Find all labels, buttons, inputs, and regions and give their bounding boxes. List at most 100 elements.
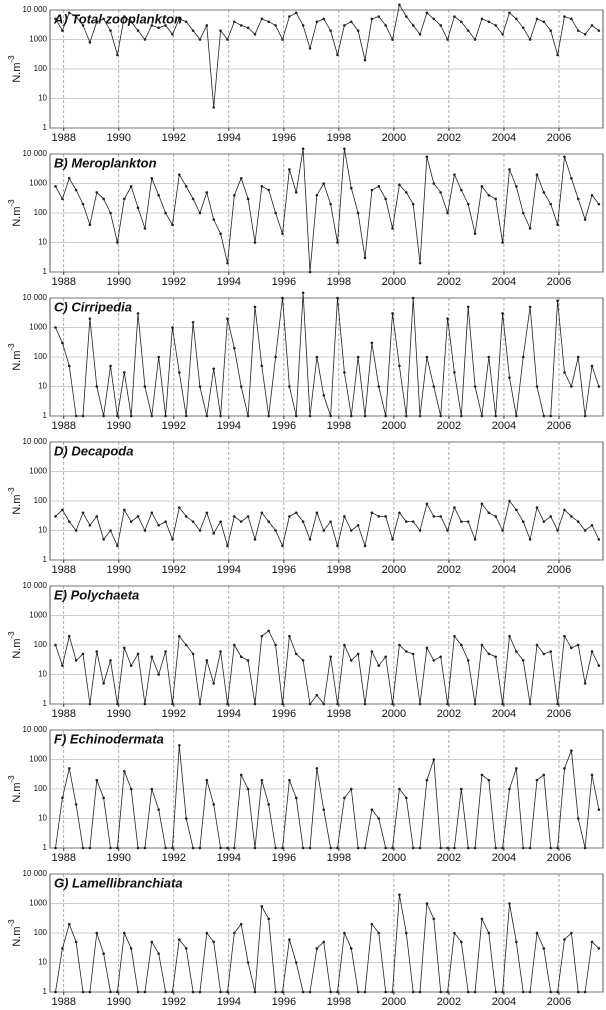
data-point [274,990,277,994]
data-point [556,223,559,227]
data-point [315,511,319,515]
data-point [487,20,491,24]
data-point [425,11,429,15]
data-point [308,846,312,850]
data-point [439,990,442,994]
data-point [274,211,277,215]
data-point [460,787,463,791]
data-point [466,29,470,32]
data-point [501,846,504,850]
data-point [136,846,140,850]
data-point [74,529,78,532]
data-point [198,990,202,994]
data-point [411,202,415,206]
data-point [191,321,195,324]
x-tick-label: 1990 [107,852,131,864]
x-tick-label: 1994 [217,852,241,864]
x-tick-label: 1996 [272,564,296,576]
data-point [535,506,539,509]
y-axis-label: N.m-3 [7,631,23,659]
series-line [55,292,600,417]
x-tick-label: 1996 [272,852,296,864]
x-tick-label: 2004 [492,564,516,576]
x-tick-label: 2000 [382,276,406,288]
data-point [301,24,305,27]
x-tick-label: 2004 [492,276,516,288]
data-point [122,646,126,650]
data-point [226,544,229,548]
data-point [535,778,539,782]
data-point [102,538,105,541]
data-point [398,643,401,647]
data-point [109,211,112,215]
data-point [583,218,587,221]
data-point [109,529,112,532]
y-tick-label: 1000 [29,755,47,764]
data-point [67,767,71,770]
data-point [487,931,491,935]
data-point [322,182,326,185]
data-point [391,702,394,706]
data-point [239,24,243,27]
y-axis-label-sup: -3 [7,919,16,927]
data-point [363,846,367,850]
data-point [184,643,188,647]
data-point [494,990,498,994]
data-point [212,803,215,806]
panel-title: A) Total zooplankton [53,11,182,26]
data-point [597,947,601,950]
x-tick-label: 2002 [437,420,461,432]
data-point [576,990,580,994]
data-point [61,29,64,32]
data-point [570,515,573,518]
data-point [370,511,374,515]
data-point [411,652,415,656]
data-point [343,931,346,935]
y-axis-label: N.m-3 [7,919,23,947]
data-point [67,11,71,15]
data-point [521,520,525,523]
data-point [570,385,573,388]
data-point [171,538,174,541]
data-point [246,414,250,418]
data-point [453,846,456,850]
data-point [61,508,64,512]
y-tick-label: 10 000 [23,293,48,302]
y-tick-label: 1 [43,987,48,996]
data-point [164,211,167,215]
data-point [88,524,92,527]
data-point [246,515,250,518]
data-point [549,29,553,32]
data-point [191,197,195,201]
data-point [184,515,188,518]
data-point [432,17,436,21]
y-axis-label-sup: -3 [7,343,16,351]
data-point [102,952,105,955]
data-point [377,185,381,188]
y-tick-label: 100 [34,496,48,505]
data-point [212,940,215,944]
data-point [404,414,408,418]
data-point [61,341,64,345]
data-point [494,846,498,850]
data-point [480,643,484,647]
data-point [404,650,408,653]
y-tick-label: 10 000 [23,5,48,14]
data-point [384,655,387,659]
data-point [288,385,291,388]
data-point [239,655,243,659]
data-point [349,659,353,662]
y-tick-label: 1 [43,123,48,132]
data-point [322,702,326,706]
data-point [398,183,401,187]
data-point [508,499,511,503]
data-point [205,414,209,418]
data-point [239,177,243,180]
data-point [219,520,222,523]
data-point [102,197,105,201]
data-point [178,371,181,374]
data-point [549,990,553,994]
data-point [583,529,587,532]
data-point [205,24,209,27]
data-point [322,394,326,397]
